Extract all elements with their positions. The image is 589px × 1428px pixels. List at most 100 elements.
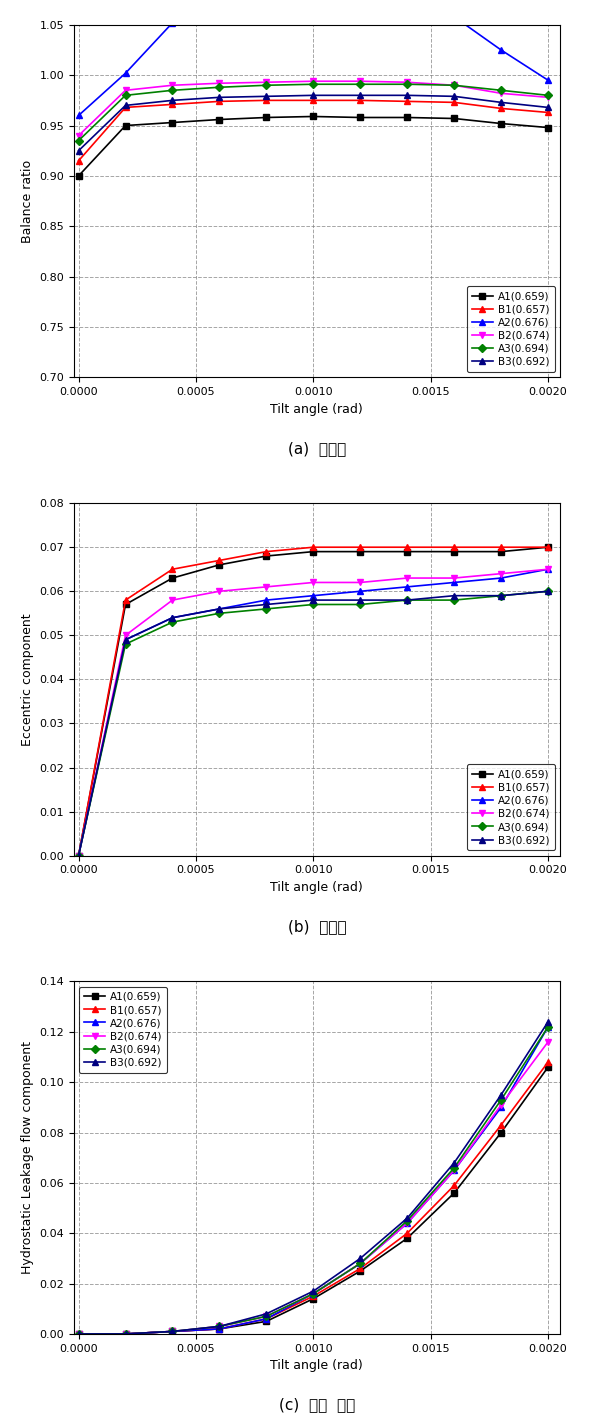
- A2(0.676): [357, 1255, 364, 1272]
- Text: (c)  누설  유량: (c) 누설 유량: [279, 1398, 355, 1412]
- B1(0.657): [498, 538, 505, 555]
- B2(0.674): [263, 1308, 270, 1325]
- B3(0.692): [122, 1325, 129, 1342]
- A1(0.659): [216, 111, 223, 129]
- B3(0.692): [403, 87, 411, 104]
- A2(0.676): [263, 1311, 270, 1328]
- B1(0.657): [498, 100, 505, 117]
- A2(0.676): [451, 574, 458, 591]
- Y-axis label: Balance ratio: Balance ratio: [21, 160, 34, 243]
- Line: B1(0.657): B1(0.657): [76, 544, 551, 858]
- B1(0.657): [75, 153, 82, 170]
- A2(0.676): [169, 610, 176, 627]
- A2(0.676): [357, 583, 364, 600]
- B3(0.692): [451, 87, 458, 104]
- Line: A3(0.694): A3(0.694): [76, 588, 551, 858]
- A2(0.676): [75, 847, 82, 864]
- B2(0.674): [75, 1325, 82, 1342]
- B2(0.674): [357, 1255, 364, 1272]
- A1(0.659): [451, 1184, 458, 1201]
- A3(0.694): [122, 1325, 129, 1342]
- A3(0.694): [122, 87, 129, 104]
- B2(0.674): [122, 1325, 129, 1342]
- Line: A1(0.659): A1(0.659): [76, 544, 551, 858]
- A2(0.676): [75, 107, 82, 124]
- A3(0.694): [451, 1160, 458, 1177]
- A1(0.659): [310, 1289, 317, 1307]
- B2(0.674): [75, 847, 82, 864]
- B1(0.657): [216, 551, 223, 568]
- B2(0.674): [451, 570, 458, 587]
- B3(0.692): [310, 1282, 317, 1299]
- A2(0.676): [498, 41, 505, 59]
- B2(0.674): [263, 578, 270, 595]
- A1(0.659): [122, 117, 129, 134]
- A3(0.694): [75, 847, 82, 864]
- Line: A3(0.694): A3(0.694): [76, 1024, 551, 1337]
- A3(0.694): [263, 600, 270, 617]
- Line: B2(0.674): B2(0.674): [76, 567, 551, 858]
- A3(0.694): [310, 595, 317, 613]
- B3(0.692): [75, 143, 82, 160]
- B1(0.657): [122, 99, 129, 116]
- A1(0.659): [357, 543, 364, 560]
- B3(0.692): [498, 94, 505, 111]
- Legend: A1(0.659), B1(0.657), A2(0.676), B2(0.674), A3(0.694), B3(0.692): A1(0.659), B1(0.657), A2(0.676), B2(0.67…: [466, 764, 555, 851]
- A1(0.659): [169, 114, 176, 131]
- B2(0.674): [451, 1162, 458, 1180]
- A2(0.676): [403, 1215, 411, 1232]
- X-axis label: Tilt angle (rad): Tilt angle (rad): [270, 881, 363, 894]
- B3(0.692): [403, 591, 411, 608]
- A2(0.676): [403, 7, 411, 24]
- B2(0.674): [498, 1097, 505, 1114]
- A1(0.659): [75, 167, 82, 184]
- B1(0.657): [451, 538, 458, 555]
- A1(0.659): [263, 109, 270, 126]
- B2(0.674): [263, 74, 270, 91]
- A1(0.659): [216, 1321, 223, 1338]
- B3(0.692): [169, 1322, 176, 1339]
- B1(0.657): [263, 543, 270, 560]
- B3(0.692): [357, 591, 364, 608]
- B3(0.692): [498, 587, 505, 604]
- B1(0.657): [403, 93, 411, 110]
- A3(0.694): [545, 87, 552, 104]
- B2(0.674): [545, 89, 552, 106]
- Line: B1(0.657): B1(0.657): [76, 97, 551, 164]
- A2(0.676): [451, 9, 458, 26]
- B1(0.657): [216, 93, 223, 110]
- B1(0.657): [310, 538, 317, 555]
- A3(0.694): [451, 591, 458, 608]
- A1(0.659): [75, 847, 82, 864]
- B1(0.657): [498, 1117, 505, 1134]
- B3(0.692): [216, 89, 223, 106]
- A3(0.694): [451, 77, 458, 94]
- B2(0.674): [545, 561, 552, 578]
- B2(0.674): [122, 81, 129, 99]
- B2(0.674): [310, 1285, 317, 1302]
- A3(0.694): [498, 587, 505, 604]
- B2(0.674): [310, 73, 317, 90]
- Line: B3(0.692): B3(0.692): [76, 1020, 551, 1337]
- Line: B3(0.692): B3(0.692): [76, 588, 551, 858]
- B1(0.657): [216, 1321, 223, 1338]
- A1(0.659): [498, 1124, 505, 1141]
- B1(0.657): [169, 1322, 176, 1339]
- A3(0.694): [122, 635, 129, 653]
- B1(0.657): [75, 1325, 82, 1342]
- B3(0.692): [545, 1014, 552, 1031]
- B2(0.674): [216, 583, 223, 600]
- A2(0.676): [310, 1285, 317, 1302]
- A1(0.659): [403, 109, 411, 126]
- B3(0.692): [75, 847, 82, 864]
- A1(0.659): [357, 1262, 364, 1279]
- A1(0.659): [451, 110, 458, 127]
- B3(0.692): [216, 1318, 223, 1335]
- B3(0.692): [122, 631, 129, 648]
- B3(0.692): [498, 1087, 505, 1104]
- A2(0.676): [75, 1325, 82, 1342]
- B2(0.674): [169, 1322, 176, 1339]
- B2(0.674): [357, 73, 364, 90]
- B1(0.657): [263, 1311, 270, 1328]
- A2(0.676): [310, 587, 317, 604]
